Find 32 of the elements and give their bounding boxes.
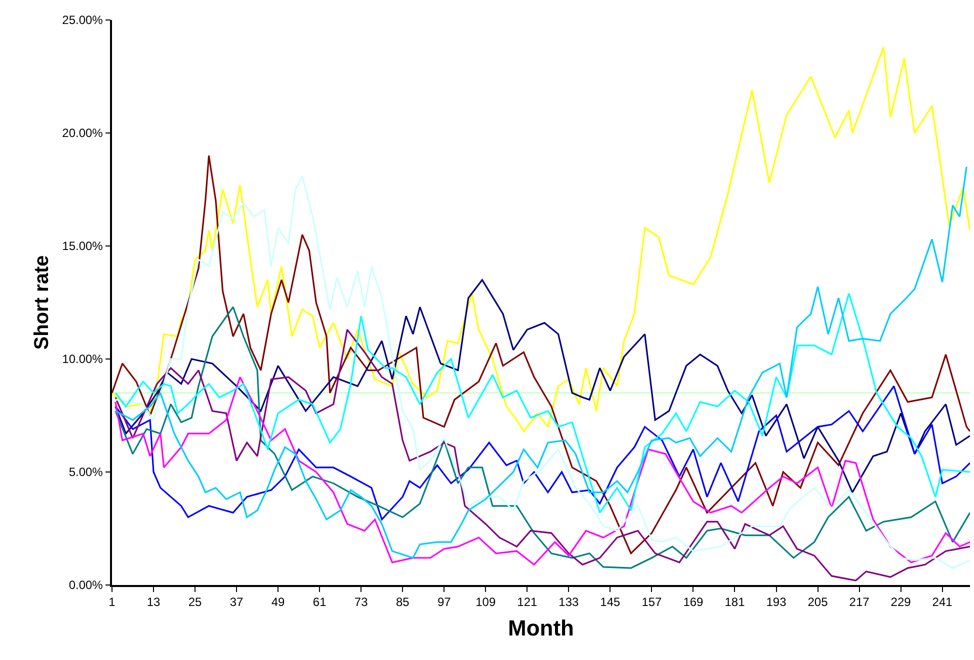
x-tick-label: 37 xyxy=(230,595,244,610)
x-tick-label: 205 xyxy=(808,595,828,610)
x-tick-label: 145 xyxy=(600,595,621,610)
x-tick-label: 97 xyxy=(437,595,452,610)
x-tick-label: 109 xyxy=(476,595,496,610)
x-tick-label: 49 xyxy=(271,595,286,610)
x-tick-label: 241 xyxy=(932,595,953,610)
x-tick-label: 157 xyxy=(642,595,662,610)
x-tick-label: 1 xyxy=(108,595,116,610)
line-series xyxy=(114,385,970,520)
y-tick-label: 15.00% xyxy=(62,239,104,254)
y-tick-label: 25.00% xyxy=(62,13,104,28)
line-series xyxy=(112,46,970,432)
y-tick-label: 20.00% xyxy=(62,126,104,140)
x-tick-label: 193 xyxy=(766,595,787,610)
x-tick-label: 25 xyxy=(188,595,202,610)
x-tick-label: 217 xyxy=(849,595,870,610)
line-series xyxy=(114,376,970,566)
x-axis-title: Month xyxy=(508,616,574,641)
x-tick-label: 133 xyxy=(558,595,580,610)
x-tick-label: 73 xyxy=(354,595,368,610)
y-tick-label: 10.00% xyxy=(62,352,104,366)
x-tick-label: 181 xyxy=(724,595,746,610)
y-tick-label: 0.00% xyxy=(68,578,104,592)
y-tick-label: 5.00% xyxy=(68,465,104,480)
y-axis-title: Short rate xyxy=(31,255,54,350)
x-tick-label: 85 xyxy=(396,595,410,610)
x-tick-label: 229 xyxy=(890,595,912,610)
x-tick-label: 61 xyxy=(312,595,327,610)
x-tick-label: 13 xyxy=(146,595,161,610)
x-tick-label: 121 xyxy=(517,595,538,610)
x-tick-label: 169 xyxy=(683,595,704,610)
